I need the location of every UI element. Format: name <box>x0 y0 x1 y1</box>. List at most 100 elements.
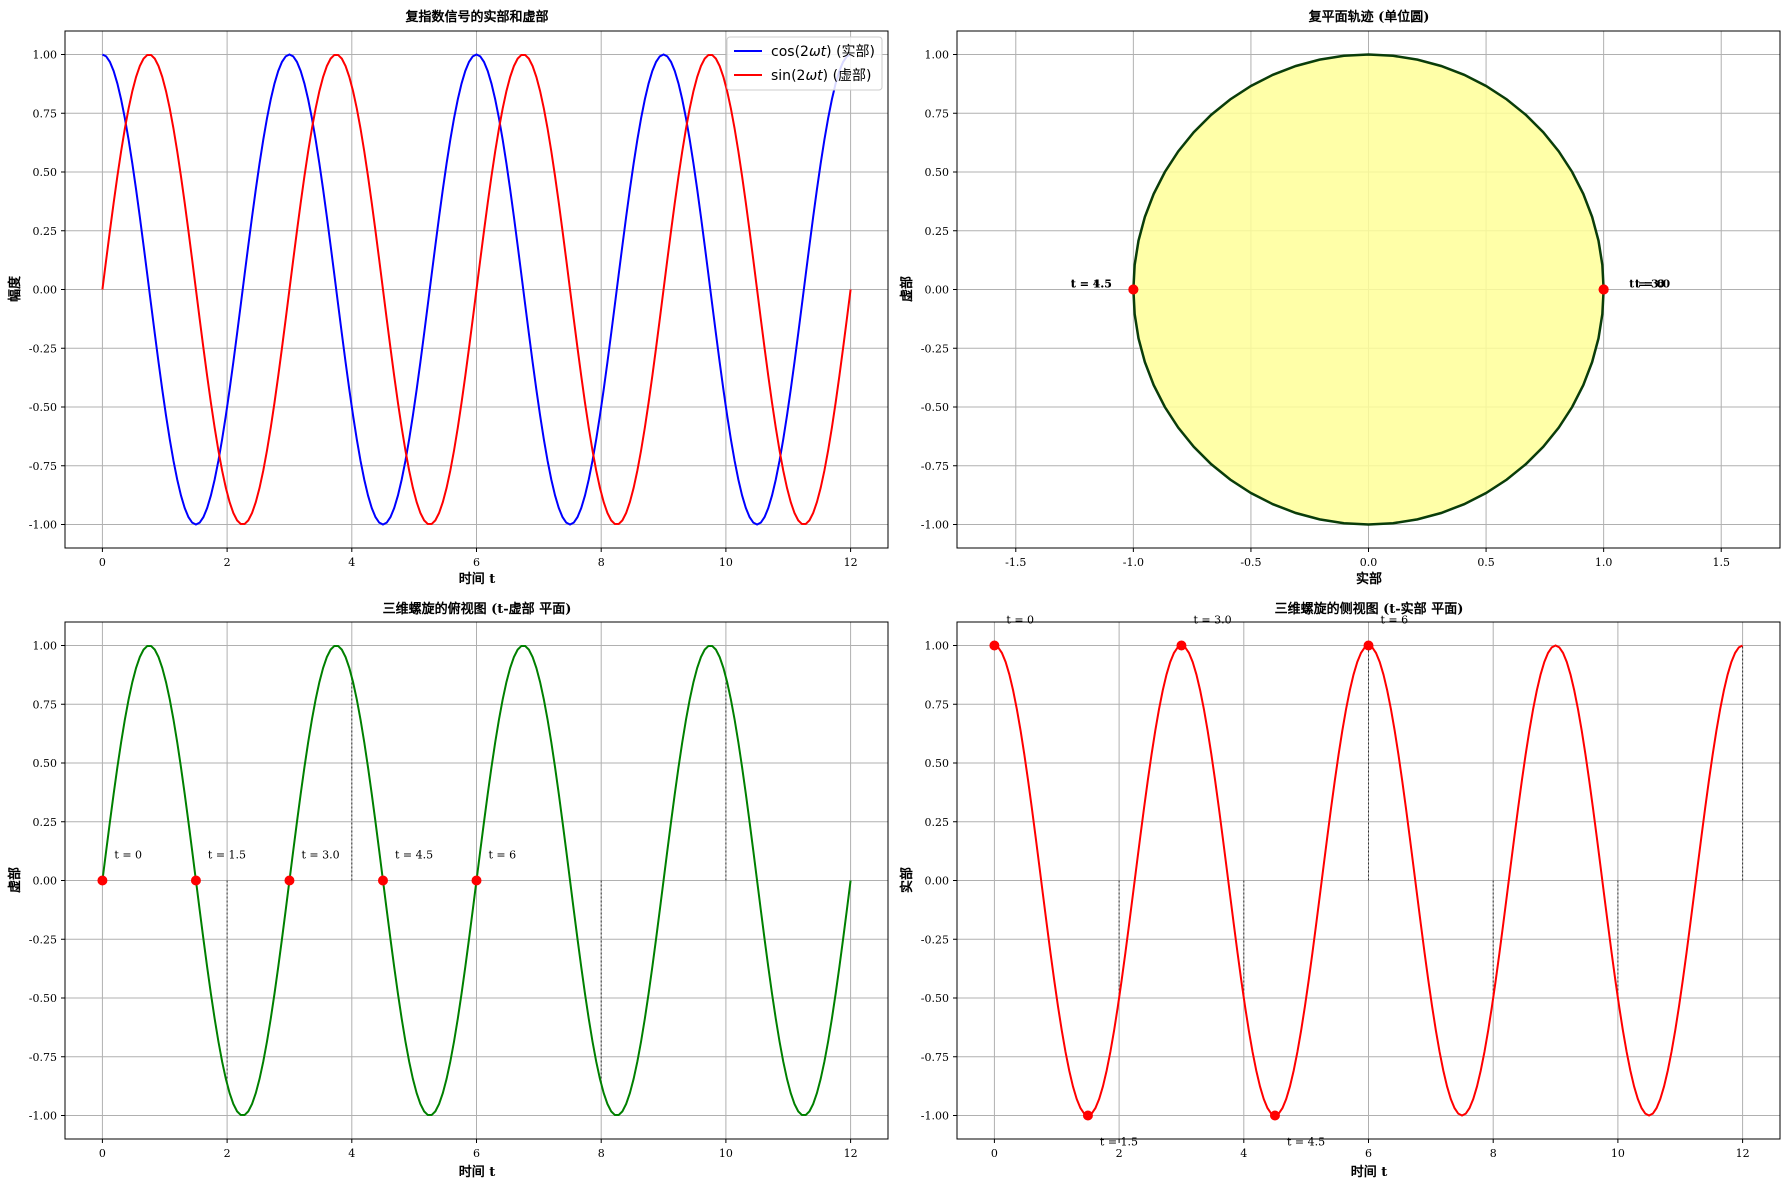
y-tick-label: 0.00 <box>33 284 58 297</box>
marker-point <box>1128 284 1139 295</box>
marker-point <box>284 875 295 886</box>
series-line-sin <box>101 53 852 526</box>
x-tick-label: 6 <box>473 556 480 569</box>
y-tick-labels: 1.00 0.75 0.50 0.25 0.00 -0.25 -0.50 -0.75 -1.00 <box>29 49 65 532</box>
x-tick-label: 12 <box>844 556 858 569</box>
panel-title: 三维螺旋的俯视图 (t-虚部 平面) <box>383 601 572 617</box>
marker-annotation: t = 0 <box>114 849 142 862</box>
y-tick-label: 0.75 <box>925 107 950 120</box>
marker-point <box>989 640 1000 651</box>
y-tick-label: -1.00 <box>29 1110 57 1123</box>
y-tick-label: 0.25 <box>925 225 950 238</box>
y-axis-label: 虚部 <box>7 867 23 893</box>
x-tick-label: 2 <box>1116 1147 1123 1160</box>
y-tick-label: -0.25 <box>29 933 57 946</box>
y-axis-label: 幅度 <box>7 275 23 302</box>
legend-entry-cos: cos(2ωt) (实部) <box>771 44 875 60</box>
panel-top-view: 三维螺旋的俯视图 (t-虚部 平面) t = 0 t = 1.5 t = 3.0 t … <box>7 601 889 1180</box>
x-tick-label: 0.0 <box>1360 556 1378 569</box>
x-tick-label: 10 <box>1611 1147 1625 1160</box>
x-tick-label: 10 <box>719 1147 733 1160</box>
x-tick-label: 1.5 <box>1712 556 1730 569</box>
x-tick-label: 6 <box>1365 1147 1372 1160</box>
x-tick-labels: 0 2 4 6 8 10 12 <box>99 548 858 569</box>
marker-annotation: t = 0 <box>1635 278 1665 291</box>
y-tick-label: 0.00 <box>925 284 950 297</box>
marker-annotation: t = 3.0 <box>1629 278 1670 291</box>
x-tick-labels: 0 2 4 6 8 10 12 <box>991 1139 1750 1160</box>
x-tick-label: 0.5 <box>1477 556 1495 569</box>
panel-title: 复平面轨迹 (单位圆) <box>1308 9 1430 25</box>
y-tick-label: 0.50 <box>33 166 58 179</box>
marker-annotation: t = 6 <box>1381 614 1409 627</box>
y-tick-labels: 1.00 0.75 0.50 0.25 0.00 -0.25 -0.50 -0.75 -1.00 <box>29 640 65 1123</box>
y-tick-label: -0.25 <box>921 342 949 355</box>
y-tick-label: 0.50 <box>925 757 950 770</box>
x-tick-label: 10 <box>719 556 733 569</box>
x-tick-label: 12 <box>844 1147 858 1160</box>
y-tick-label: -0.75 <box>921 460 949 473</box>
x-tick-label: 4 <box>348 1147 355 1160</box>
y-tick-label: -1.00 <box>921 1110 949 1123</box>
y-tick-label: -0.50 <box>921 992 949 1005</box>
y-tick-label: -0.50 <box>29 401 57 414</box>
y-tick-label: 1.00 <box>33 49 58 62</box>
x-tick-label: 8 <box>598 1147 605 1160</box>
marker-annotation: t = 1.5 <box>208 849 246 862</box>
marker-point <box>377 875 388 886</box>
x-tick-label: 2 <box>224 556 231 569</box>
series-layer: t = 0 t = 1.5 t = 3.0 t = 4.5 t = 6 <box>97 644 852 1117</box>
y-tick-label: 0.75 <box>33 698 58 711</box>
marker-annotation: t = 6 <box>1635 278 1665 291</box>
x-tick-label: 4 <box>1240 1147 1247 1160</box>
legend-entry-sin: sin(2ωt) (虚部) <box>771 68 872 84</box>
series-layer: t = 0t = 3.0t = 6 t = 1.5t = 4.5 <box>1071 53 1671 526</box>
y-tick-label: 0.25 <box>33 225 58 238</box>
x-tick-labels: -1.5 -1.0 -0.5 0.0 0.5 1.0 1.5 <box>1005 548 1730 569</box>
y-tick-label: 0.50 <box>33 757 58 770</box>
panel-complex-plane: 复平面轨迹 (单位圆) t = 0t = 3.0t = 6 t = 1.5t = … <box>899 9 1781 587</box>
y-tick-label: -0.75 <box>29 460 57 473</box>
y-axis-label: 实部 <box>899 867 915 893</box>
x-tick-label: 0 <box>99 1147 106 1160</box>
x-tick-label: 0 <box>99 556 106 569</box>
y-tick-label: -0.75 <box>29 1051 57 1064</box>
marker-annotation: t = 0 <box>1006 614 1034 627</box>
y-tick-label: -0.25 <box>29 342 57 355</box>
series-layer <box>101 53 852 526</box>
panel-title: 复指数信号的实部和虚部 <box>404 9 548 25</box>
marker-point <box>1598 284 1609 295</box>
x-tick-label: 4 <box>348 556 355 569</box>
marker-annotation: t = 4.5 <box>395 849 433 862</box>
marker-annotation: t = 3.0 <box>301 849 339 862</box>
x-axis-label: 时间 t <box>459 1164 496 1180</box>
y-tick-label: 1.00 <box>925 49 950 62</box>
y-axis-label: 虚部 <box>899 276 915 302</box>
series-line-cos <box>101 53 852 526</box>
x-tick-label: -0.5 <box>1240 556 1261 569</box>
x-tick-label: 1.0 <box>1595 556 1613 569</box>
marker-annotation: t = 4.5 <box>1287 1136 1325 1149</box>
x-axis-label: 实部 <box>1356 571 1382 587</box>
x-axis-label: 时间 t <box>1351 1164 1388 1180</box>
y-tick-label: 0.00 <box>33 875 58 888</box>
y-tick-label: 0.25 <box>925 816 950 829</box>
y-tick-label: -0.50 <box>921 401 949 414</box>
marker-point <box>471 875 482 886</box>
panel-real-imag: 复指数信号的实部和虚部 0 2 4 6 8 10 12 1.00 0.75 0.50 0.25 0.… <box>7 9 889 587</box>
y-tick-label: 0.75 <box>33 107 58 120</box>
y-tick-label: 0.00 <box>925 875 950 888</box>
y-tick-label: -1.00 <box>29 519 57 532</box>
x-tick-label: 8 <box>598 556 605 569</box>
y-tick-label: -0.50 <box>29 992 57 1005</box>
x-tick-label: 6 <box>473 1147 480 1160</box>
x-axis-label: 时间 t <box>459 571 496 587</box>
y-tick-labels: 1.00 0.75 0.50 0.25 0.00 -0.25 -0.50 -0.75 -1.00 <box>921 640 957 1123</box>
marker-point <box>1082 1110 1093 1121</box>
y-tick-label: 1.00 <box>33 640 58 653</box>
legend: cos(2ωt) (实部) sin(2ωt) (虚部) <box>726 36 883 91</box>
marker-annotation: t = 3.0 <box>1193 614 1231 627</box>
x-tick-label: 12 <box>1736 1147 1750 1160</box>
y-tick-label: 0.75 <box>925 698 950 711</box>
